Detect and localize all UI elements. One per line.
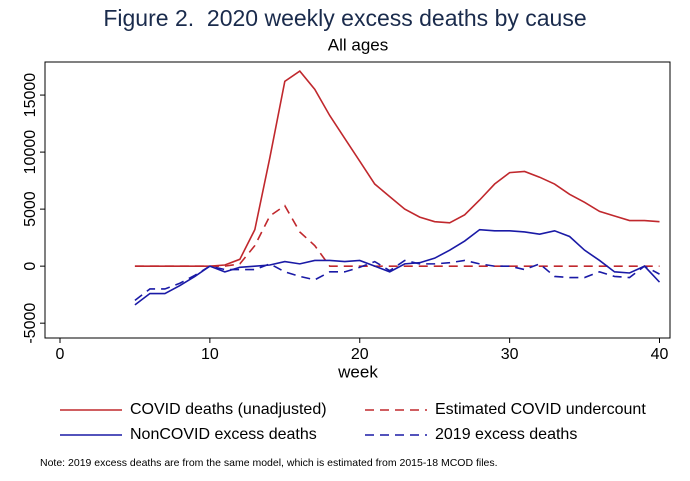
x-tick-label: 0 [56,346,65,363]
x-tick-label: 10 [201,346,219,363]
plot-frame [44,61,671,339]
chart-subtitle: All ages [328,35,388,54]
y-tick-label: 10000 [22,130,39,175]
legend-label: Estimated COVID undercount [435,401,646,418]
legend-label: NonCOVID excess deaths [130,426,317,443]
y-tick-label: 5000 [22,191,39,227]
y-tick-label: 15000 [22,73,39,118]
x-tick-label: 30 [501,346,519,363]
chart-title: Figure 2. 2020 weekly excess deaths by c… [103,5,586,31]
y-tick-label: -5000 [22,303,39,344]
series-line [134,228,661,306]
legend-label: 2019 excess deaths [435,426,577,443]
x-tick-label: 20 [351,346,369,363]
series-line [134,259,660,302]
legend-label: COVID deaths (unadjusted) [130,401,327,418]
x-axis-label: week [337,362,378,381]
y-tick-label: 0 [22,262,39,271]
note: Note: 2019 excess deaths are from the sa… [40,457,498,469]
x-tick-label: 40 [651,346,669,363]
series-line [134,70,660,267]
series-line [134,204,660,267]
